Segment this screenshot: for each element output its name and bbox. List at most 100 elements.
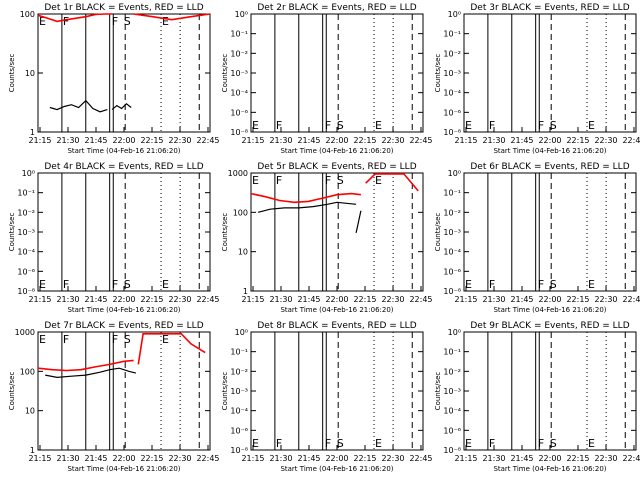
event-marker-label: F xyxy=(112,278,118,291)
event-marker-label: F xyxy=(112,333,118,346)
event-marker-label: F xyxy=(63,15,69,28)
lld-series-line xyxy=(37,13,113,23)
event-marker-label: E xyxy=(252,437,259,450)
y-axis-label: Counts/sec xyxy=(434,213,442,252)
x-tick-label: 22:15 xyxy=(566,295,589,304)
event-marker-label: S xyxy=(550,278,557,291)
y-tick-label: 1 xyxy=(30,128,35,137)
lld-series-line xyxy=(365,173,419,192)
y-tick-label: 10⁻¹ xyxy=(230,30,248,39)
event-marker-label: F xyxy=(489,119,495,132)
y-tick-label: 10⁻³ xyxy=(230,387,248,396)
y-tick-label: 10⁻⁸ xyxy=(230,446,248,455)
event-marker-label: F xyxy=(325,437,331,450)
y-tick-label: 10⁻⁴ xyxy=(17,248,35,257)
x-tick-label: 22:45 xyxy=(622,454,640,463)
event-marker-label: E xyxy=(162,333,169,346)
x-tick-label: 22:15 xyxy=(140,295,163,304)
y-tick-label: 10⁰ xyxy=(235,10,248,19)
event-marker-label: F xyxy=(538,119,544,132)
events-series-line xyxy=(355,210,362,234)
x-axis-label: Start Time (04-Feb-16 21:06:20) xyxy=(280,465,393,473)
event-marker-label: S xyxy=(337,119,344,132)
y-tick-label: 10⁻⁴ xyxy=(230,89,248,98)
y-tick-label: 10⁻¹ xyxy=(443,30,461,39)
x-axis-label: Start Time (04-Feb-16 21:06:20) xyxy=(493,306,606,314)
x-tick-label: 22:15 xyxy=(353,295,376,304)
x-tick-label: 21:45 xyxy=(510,454,533,463)
x-tick-label: 21:30 xyxy=(56,454,79,463)
event-marker-label: F xyxy=(63,333,69,346)
y-tick-label: 10⁻⁸ xyxy=(443,446,461,455)
y-tick-label: 10⁻⁶ xyxy=(443,426,461,435)
y-tick-label: 10⁻³ xyxy=(443,228,461,237)
x-tick-label: 22:00 xyxy=(538,295,561,304)
event-marker-label: S xyxy=(337,174,344,187)
x-tick-label: 21:30 xyxy=(269,136,292,145)
x-tick-label: 21:45 xyxy=(297,136,320,145)
x-tick-label: 22:45 xyxy=(622,295,640,304)
x-tick-label: 22:00 xyxy=(538,136,561,145)
x-tick-label: 22:00 xyxy=(112,295,135,304)
x-tick-label: 22:00 xyxy=(112,454,135,463)
event-marker-label: E xyxy=(39,278,46,291)
x-tick-label: 22:15 xyxy=(140,454,163,463)
x-axis-label: Start Time (04-Feb-16 21:06:20) xyxy=(67,306,180,314)
events-series-line xyxy=(45,367,137,379)
y-tick-label: 10⁰ xyxy=(22,169,35,178)
event-marker-label: E xyxy=(588,437,595,450)
event-marker-label: E xyxy=(39,15,46,28)
event-marker-label: E xyxy=(375,437,382,450)
event-marker-label: E xyxy=(588,119,595,132)
x-tick-label: 21:30 xyxy=(482,454,505,463)
plot-frame xyxy=(250,13,424,133)
x-tick-label: 21:45 xyxy=(84,454,107,463)
x-tick-label: 21:15 xyxy=(28,454,51,463)
x-tick-label: 22:30 xyxy=(381,295,404,304)
event-marker-label: E xyxy=(252,174,259,187)
event-marker-label: F xyxy=(276,174,282,187)
y-tick-label: 10⁻¹ xyxy=(443,189,461,198)
y-tick-label: 10 xyxy=(238,248,248,257)
event-marker-label: F xyxy=(112,15,118,28)
panel-title: Det 1r BLACK = Events, RED = LLD xyxy=(44,3,203,13)
event-marker-label: E xyxy=(162,15,169,28)
plot-frame xyxy=(463,13,637,133)
y-axis-label: Counts/sec xyxy=(434,54,442,93)
x-tick-label: 21:15 xyxy=(28,136,51,145)
y-tick-label: 10⁻⁶ xyxy=(230,426,248,435)
y-tick-label: 10⁻⁸ xyxy=(443,287,461,296)
x-tick-label: 22:45 xyxy=(409,136,432,145)
y-tick-label: 100 xyxy=(20,10,35,19)
y-tick-label: 1000 xyxy=(15,328,35,337)
event-marker-label: F xyxy=(489,437,495,450)
y-tick-label: 10⁻¹ xyxy=(443,348,461,357)
x-tick-label: 22:15 xyxy=(566,136,589,145)
y-tick-label: 10⁻⁶ xyxy=(443,108,461,117)
y-tick-label: 10⁻² xyxy=(17,208,35,217)
y-tick-label: 1 xyxy=(243,287,248,296)
x-tick-label: 21:15 xyxy=(454,454,477,463)
event-marker-label: F xyxy=(325,174,331,187)
y-axis-label: Counts/sec xyxy=(221,213,229,252)
y-axis-label: Counts/sec xyxy=(8,213,16,252)
x-tick-label: 22:00 xyxy=(325,295,348,304)
panel-title: Det 2r BLACK = Events, RED = LLD xyxy=(257,3,416,13)
event-marker-label: E xyxy=(162,278,169,291)
lld-series-line xyxy=(133,13,211,21)
x-tick-label: 21:45 xyxy=(510,295,533,304)
x-tick-label: 22:45 xyxy=(196,295,219,304)
event-marker-label: E xyxy=(252,119,259,132)
panel-title: Det 3r BLACK = Events, RED = LLD xyxy=(470,3,629,13)
event-marker-label: F xyxy=(489,278,495,291)
x-axis-label: Start Time (04-Feb-16 21:06:20) xyxy=(493,147,606,155)
y-tick-label: 100 xyxy=(20,367,35,376)
y-tick-label: 10⁻⁸ xyxy=(230,128,248,137)
x-tick-label: 22:45 xyxy=(196,454,219,463)
x-tick-label: 21:30 xyxy=(56,295,79,304)
x-tick-label: 21:45 xyxy=(510,136,533,145)
plot-frame xyxy=(463,331,637,451)
y-tick-label: 10⁻² xyxy=(443,49,461,58)
x-tick-label: 22:30 xyxy=(168,454,191,463)
y-tick-label: 10⁻⁴ xyxy=(443,248,461,257)
